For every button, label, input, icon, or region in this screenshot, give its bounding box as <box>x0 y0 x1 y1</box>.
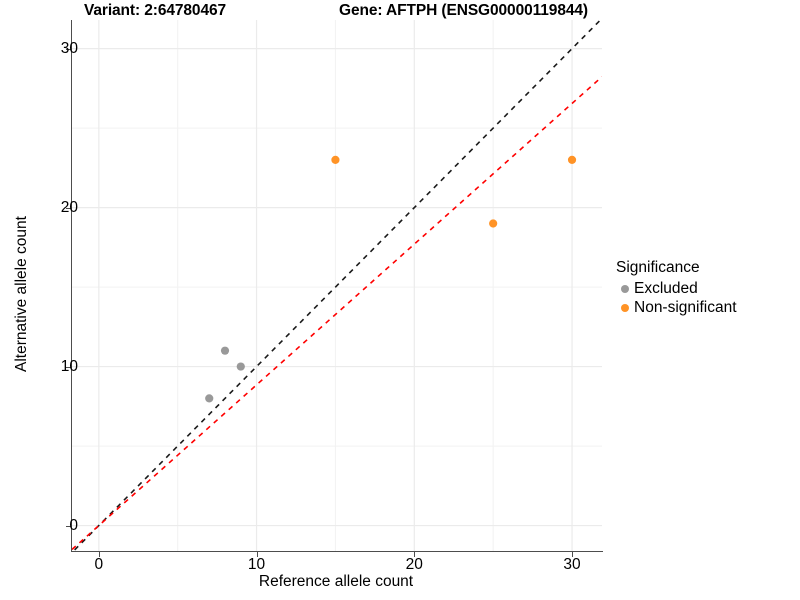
x-tick-label: 30 <box>563 556 581 573</box>
y-tick-mark <box>66 48 71 50</box>
gene-title: Gene: AFTPH (ENSG00000119844) <box>339 2 588 19</box>
plot-title-row: Variant: 2:64780467 Gene: AFTPH (ENSG000… <box>0 2 690 22</box>
legend-item-label: Non-significant <box>634 299 737 316</box>
variant-title: Variant: 2:64780467 <box>84 2 227 19</box>
legend-item-excluded[interactable]: Excluded <box>616 279 800 298</box>
data-point-non-significant <box>331 155 340 165</box>
y-axis-line <box>71 20 73 552</box>
legend-key <box>616 279 634 298</box>
x-tick-label: 10 <box>247 556 266 573</box>
y-axis-title: Alternative allele count <box>13 216 30 372</box>
data-point-excluded <box>205 394 214 403</box>
identity-line <box>74 20 600 551</box>
x-tick-mark <box>98 552 100 557</box>
data-points <box>205 155 577 403</box>
x-tick-mark <box>572 552 574 557</box>
y-tick-mark <box>66 207 71 209</box>
x-tick-mark <box>256 552 258 557</box>
legend-items: Excluded Non-significant <box>616 279 800 317</box>
legend-item-non-significant[interactable]: Non-significant <box>616 298 800 317</box>
data-point-excluded <box>236 362 245 371</box>
legend-dot-icon <box>621 284 629 293</box>
x-tick-label: 20 <box>405 556 423 573</box>
y-tick-label: 30 <box>60 39 78 57</box>
y-tick-mark <box>66 525 71 527</box>
grid-minor-lines <box>72 20 602 551</box>
legend-dot-icon <box>621 303 629 312</box>
data-point-excluded <box>220 346 230 355</box>
y-tick-mark <box>66 366 71 368</box>
y-tick-label: 10 <box>60 357 78 375</box>
y-tick-label: 20 <box>60 198 78 216</box>
reference-lines <box>72 20 602 551</box>
fit-line <box>72 76 602 551</box>
x-tick-mark <box>414 552 416 557</box>
legend-key <box>616 298 634 317</box>
legend-title: Significance <box>616 259 700 276</box>
y-tick-label: 0 <box>69 516 78 534</box>
data-point-non-significant <box>489 219 498 228</box>
legend: Significance Excluded Non-significant <box>616 259 800 317</box>
x-axis-line <box>71 551 603 553</box>
data-point-non-significant <box>567 155 577 165</box>
plot-canvas <box>72 20 602 551</box>
grid-major-lines <box>72 20 602 551</box>
legend-item-label: Excluded <box>634 280 698 297</box>
x-tick-label: 0 <box>94 556 104 573</box>
plot-panel <box>72 20 602 551</box>
x-axis-title: Reference allele count <box>258 573 414 590</box>
